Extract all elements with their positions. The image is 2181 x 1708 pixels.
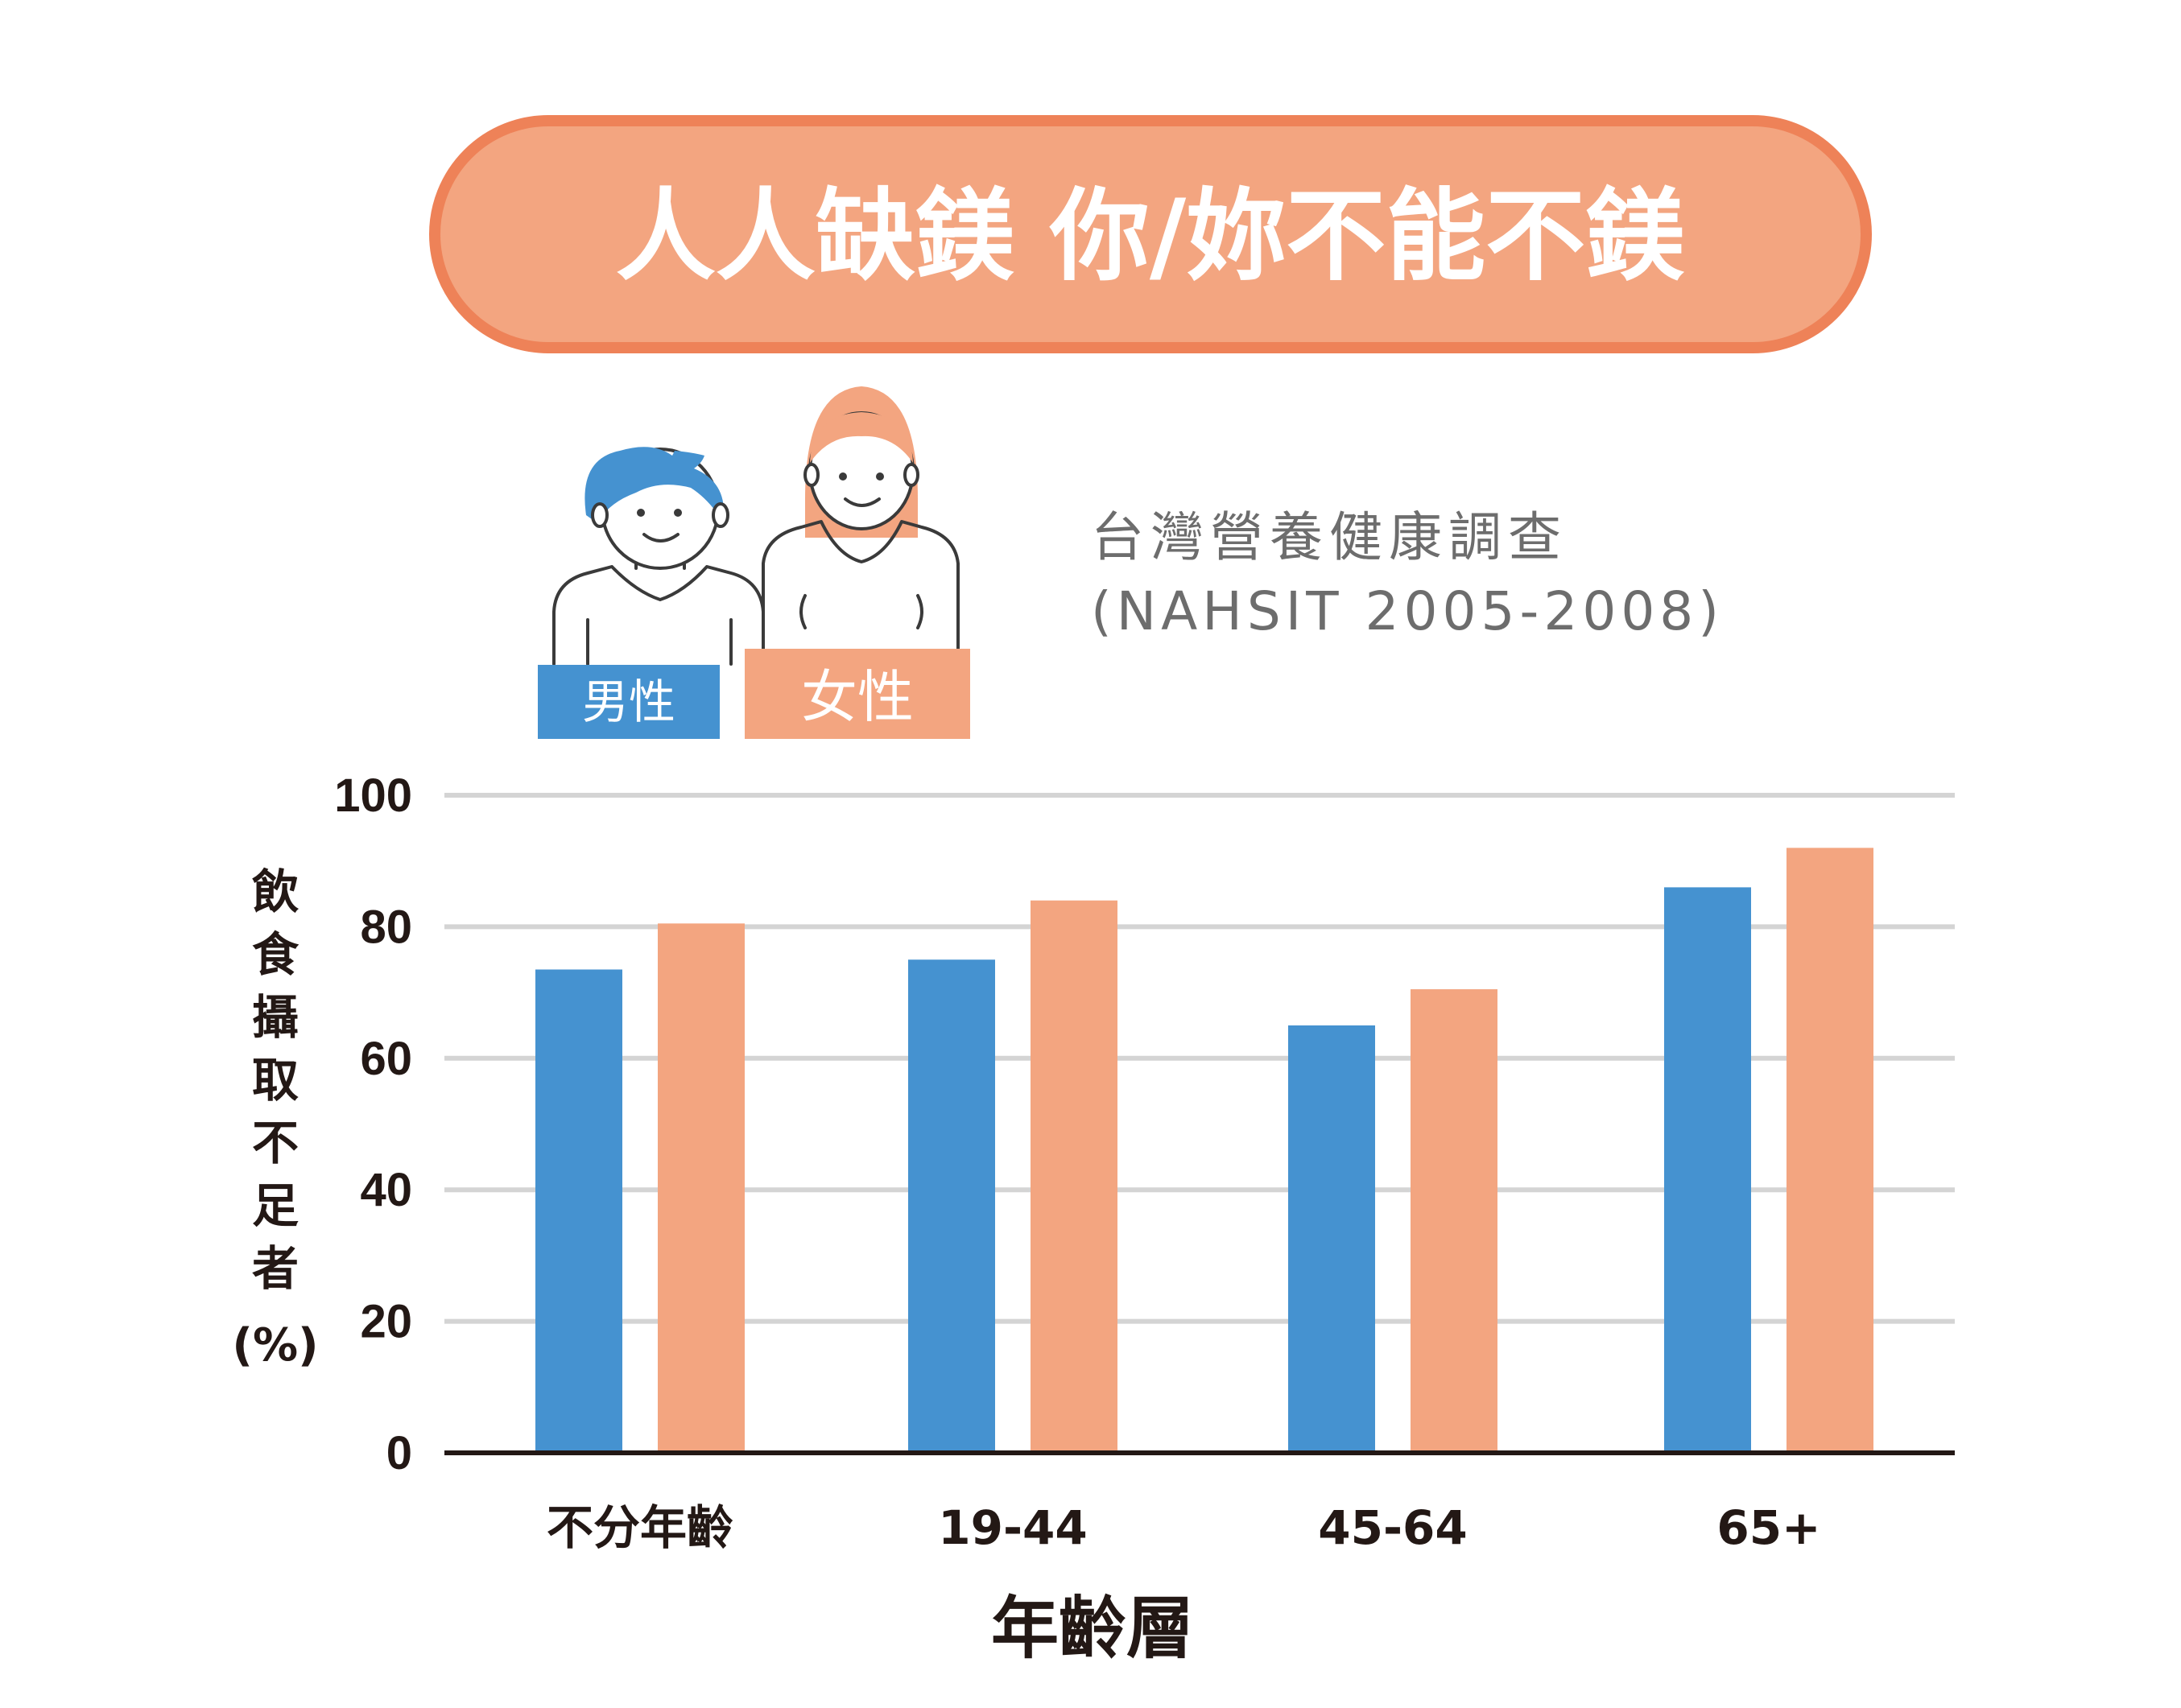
x-category-label: 65+ — [1716, 1500, 1820, 1555]
legend-female: 女性 — [745, 386, 970, 739]
bar-female — [1411, 989, 1497, 1453]
y-axis-title-char: 者 — [252, 1241, 299, 1296]
y-tick-label: 80 — [360, 901, 412, 953]
female-person-icon — [762, 386, 960, 652]
male-person-icon — [552, 447, 765, 666]
legend-male-label: 男性 — [582, 675, 675, 729]
y-axis-title-char: 取 — [252, 1053, 299, 1108]
y-axis-title-char: 不 — [252, 1116, 299, 1170]
legend-female-label: 女性 — [801, 664, 914, 730]
chart-title: 人人缺鎂 你/妳不能不鎂 — [616, 179, 1685, 295]
y-axis-title-char: 足 — [252, 1178, 299, 1233]
bar-female — [1031, 900, 1117, 1453]
x-category-label: 45-64 — [1318, 1500, 1468, 1555]
legend-male-swatch — [538, 665, 720, 739]
y-axis-title-char: 攝 — [252, 990, 299, 1045]
x-axis-title: 年齡層 — [991, 1589, 1194, 1668]
y-tick-label: 20 — [360, 1296, 412, 1348]
y-tick-label: 100 — [334, 769, 412, 822]
x-category-label: 19-44 — [938, 1500, 1088, 1555]
y-tick-label: 0 — [386, 1427, 412, 1479]
y-tick-label: 60 — [360, 1033, 412, 1085]
bar-male — [535, 969, 622, 1453]
y-axis-title-char: 飲 — [252, 864, 299, 919]
y-tick-labels: 0 20 40 60 80 100 — [334, 769, 412, 1479]
legend-female-swatch — [745, 649, 970, 739]
bar-male — [1664, 887, 1751, 1453]
y-axis-unit: (%) — [232, 1319, 318, 1372]
title-pill — [429, 115, 1872, 353]
bar-male — [1288, 1025, 1375, 1453]
source-line-1: 台灣營養健康調查 — [1091, 506, 1568, 568]
legend-male: 男性 — [538, 447, 765, 739]
y-axis-title-char: 食 — [252, 927, 299, 982]
source-line-2: (NAHSIT 2005-2008) — [1091, 580, 1724, 642]
x-category-label: 不分年齡 — [547, 1500, 733, 1555]
bar-female — [658, 923, 745, 1453]
title-banner: 人人缺鎂 你/妳不能不鎂 — [429, 115, 1872, 353]
y-tick-label: 40 — [360, 1164, 412, 1216]
x-category-labels: 不分年齡 19-44 45-64 65+ — [547, 1500, 1821, 1555]
bar-male — [908, 959, 995, 1453]
bars — [535, 848, 1873, 1453]
bar-female — [1787, 848, 1873, 1453]
